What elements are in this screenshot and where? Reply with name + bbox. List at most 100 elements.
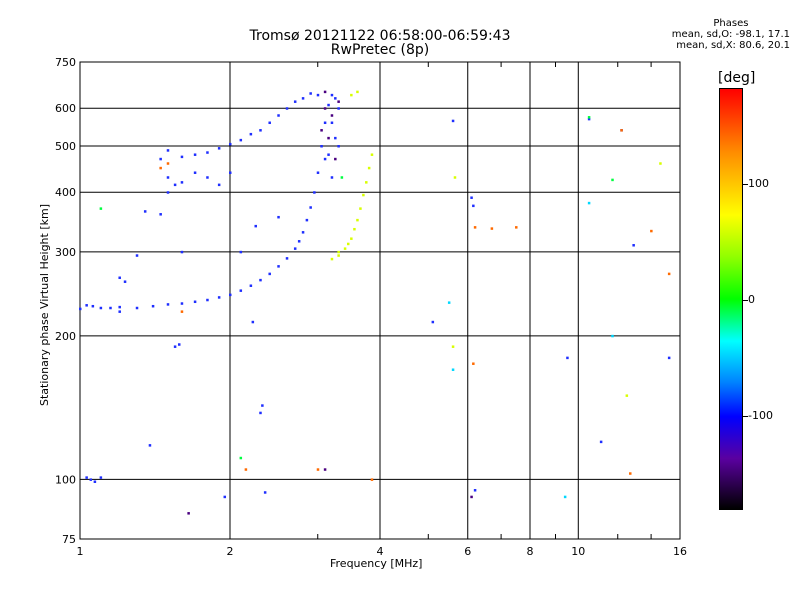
colorbar-tick-mark	[742, 416, 748, 417]
data-point	[587, 201, 591, 205]
data-point	[453, 176, 457, 179]
data-point	[337, 250, 340, 254]
data-point	[180, 302, 184, 305]
data-point	[320, 144, 323, 148]
data-point	[268, 272, 271, 276]
data-point	[206, 176, 209, 179]
data-point	[362, 193, 365, 197]
y-tick-label: 600	[55, 102, 76, 115]
data-point	[370, 478, 374, 481]
data-point	[259, 278, 262, 282]
data-point	[251, 320, 255, 324]
data-point	[297, 240, 301, 243]
y-tick-label: 750	[55, 56, 76, 69]
data-point	[118, 310, 121, 313]
data-point	[249, 284, 253, 287]
data-point	[166, 303, 170, 306]
data-point	[159, 166, 162, 170]
data-point	[350, 93, 353, 97]
data-point	[166, 162, 170, 165]
data-point	[350, 237, 353, 240]
data-point	[239, 289, 243, 292]
data-point	[193, 171, 197, 174]
x-tick-label: 6	[464, 545, 471, 558]
data-point	[334, 157, 337, 161]
data-point	[330, 121, 334, 125]
data-point	[229, 142, 232, 146]
data-point	[490, 227, 494, 230]
data-point	[629, 472, 632, 475]
data-point	[316, 171, 320, 174]
data-point	[259, 411, 262, 415]
data-point	[151, 304, 155, 308]
data-point	[340, 176, 344, 179]
data-point	[180, 181, 184, 184]
x-tick-label: 16	[673, 545, 687, 558]
data-point	[193, 153, 197, 156]
phase-stats-heading: Phases	[713, 18, 749, 29]
data-point	[337, 107, 340, 110]
data-point	[99, 306, 103, 310]
colorbar-tick-label: -100	[748, 409, 773, 422]
chart-subtitle: RwPretec (8p)	[330, 42, 430, 58]
data-point	[667, 272, 671, 276]
y-tick-label: 300	[55, 246, 76, 259]
colorbar-title: [deg]	[718, 70, 756, 86]
data-point	[229, 293, 232, 297]
data-point	[337, 254, 340, 257]
data-point	[473, 226, 477, 229]
data-point	[330, 257, 334, 261]
colorbar-tick-mark	[742, 300, 748, 301]
data-point	[323, 121, 327, 125]
x-tick-label: 1	[77, 545, 84, 558]
data-point	[447, 301, 451, 304]
x-axis-label: Frequency [MHz]	[330, 557, 423, 570]
data-point	[217, 183, 221, 187]
data-point	[323, 90, 327, 94]
data-point	[277, 114, 280, 117]
data-point	[180, 310, 184, 313]
data-point	[123, 280, 127, 283]
data-point	[223, 495, 227, 499]
data-point	[285, 257, 289, 260]
data-point	[254, 224, 257, 228]
data-point	[89, 478, 93, 481]
y-tick-label: 100	[55, 473, 76, 486]
data-point	[135, 254, 139, 257]
data-point	[356, 90, 359, 94]
data-point	[239, 456, 243, 460]
data-point	[293, 247, 297, 250]
data-point	[305, 218, 309, 222]
data-point	[217, 296, 221, 299]
phase-stats: Phases mean, sd,O: -98.1, 17.1 mean, sd,…	[672, 18, 790, 51]
data-point	[625, 394, 629, 397]
data-point	[79, 307, 82, 311]
data-point	[249, 132, 253, 136]
y-tick-label: 400	[55, 186, 76, 199]
data-point	[330, 93, 334, 97]
colorbar-tick-label: 100	[748, 177, 769, 190]
data-point	[515, 226, 518, 229]
data-point	[173, 345, 177, 348]
data-point	[173, 183, 177, 187]
data-point	[187, 512, 190, 515]
data-point	[193, 300, 197, 304]
data-point	[316, 93, 320, 97]
phase-stats-x: mean, sd,X: 80.6, 20.1	[676, 40, 790, 51]
chart-title: Tromsø 20121122 06:58:00-06:59:43	[249, 28, 511, 44]
phase-stats-o: mean, sd,O: -98.1, 17.1	[671, 29, 790, 40]
data-point	[320, 129, 323, 132]
data-point	[135, 306, 139, 310]
data-point	[667, 356, 671, 360]
data-point	[472, 204, 475, 208]
data-point	[177, 343, 181, 346]
data-point	[206, 151, 209, 154]
y-axis-label: Stationary phase Virtual Height [km]	[38, 203, 51, 407]
data-point	[337, 144, 340, 148]
data-point	[566, 356, 569, 360]
data-point	[473, 489, 477, 492]
data-point	[599, 440, 603, 444]
data-point	[217, 147, 221, 150]
data-point	[148, 444, 152, 447]
